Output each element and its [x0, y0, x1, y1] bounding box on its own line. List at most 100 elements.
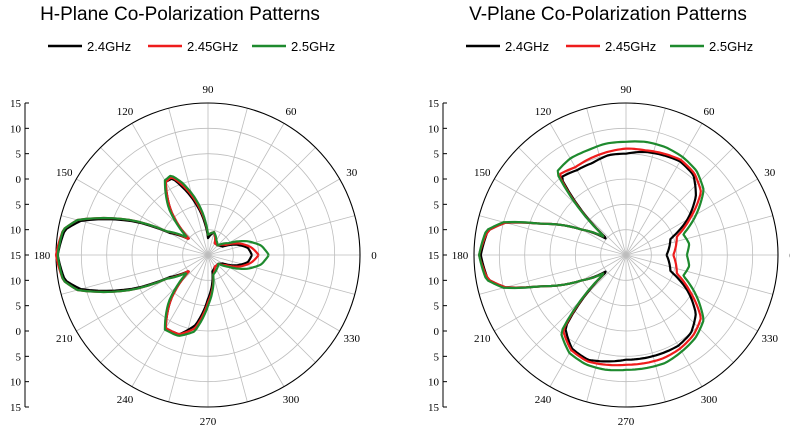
angle-tick-label: 60 [704, 106, 716, 118]
angle-tick-label: 240 [117, 394, 134, 406]
grid-spoke [586, 108, 627, 256]
radial-tick-label: 0 [434, 174, 440, 186]
angle-tick-label: 330 [762, 333, 779, 345]
radial-tick-label: 10 [10, 225, 22, 237]
radial-tick-label: 15 [10, 98, 22, 110]
angle-tick-label: 210 [474, 333, 491, 345]
grid-spoke [586, 254, 627, 402]
outer-ring [473, 102, 779, 408]
angle-tick-label: 0 [371, 250, 377, 262]
legend-label-2.4ghz: 2.4GHz [505, 39, 549, 54]
radial-tick-label: 5 [16, 351, 22, 363]
grid-spoke [494, 254, 627, 332]
legend-label-2.45ghz: 2.45GHz [187, 39, 238, 54]
legend-label-2.4ghz: 2.4GHz [87, 39, 131, 54]
radial-tick-label: 5 [434, 199, 440, 211]
h-plane-title: H-Plane Co-Polarization Patterns [40, 4, 320, 25]
radial-tick-label: 10 [428, 275, 440, 287]
grid-spoke [131, 123, 209, 256]
grid-spoke [61, 254, 209, 295]
radial-tick-label: 0 [16, 174, 22, 186]
angle-tick-label: 30 [764, 167, 776, 179]
radial-tick-label: 0 [16, 326, 22, 338]
angle-tick-label: 180 [34, 250, 51, 262]
grid-spoke [518, 147, 627, 256]
radial-tick-label: 5 [434, 149, 440, 161]
series-line-2.5ghz [56, 174, 270, 337]
series-line-2.45ghz [54, 176, 260, 336]
angle-tick-label: 150 [474, 167, 491, 179]
v-plane-panel: V-Plane Co-Polarization Patterns 2.4GHz … [428, 4, 790, 426]
angle-tick-label: 120 [535, 106, 552, 118]
radial-tick-label: 5 [16, 149, 22, 161]
radial-tick-label: 15 [428, 402, 440, 414]
grid-spoke [625, 123, 703, 256]
series-line-2.5ghz [478, 140, 705, 372]
angle-tick-label: 300 [283, 394, 300, 406]
grid-spoke [207, 254, 285, 387]
radial-tick-label: 5 [16, 301, 22, 313]
radial-tick-label: 10 [10, 377, 22, 389]
legend-label-2.5ghz: 2.5GHz [291, 39, 335, 54]
v-plane-title: V-Plane Co-Polarization Patterns [469, 4, 747, 25]
angle-tick-label: 90 [203, 84, 215, 96]
radial-tick-label: 15 [428, 98, 440, 110]
legend-label-2.45ghz: 2.45GHz [605, 39, 656, 54]
radial-tick-label: 10 [428, 225, 440, 237]
v-plane-polar-plot: 0306090120150180210240270300330151510105… [428, 84, 790, 426]
v-plane-legend: 2.4GHz 2.45GHz 2.5GHz [466, 39, 753, 54]
angle-tick-label: 180 [452, 250, 469, 262]
grid-spoke [625, 215, 773, 256]
grid-spoke [625, 254, 773, 295]
grid-spoke [207, 254, 355, 295]
grid-spoke [168, 254, 209, 402]
radial-tick-label: 5 [434, 351, 440, 363]
radial-tick-label: 10 [428, 377, 440, 389]
grid-spoke [549, 123, 627, 256]
grid-spoke [100, 147, 209, 256]
radial-tick-label: 10 [428, 123, 440, 135]
angle-tick-label: 60 [286, 106, 298, 118]
grid-spoke [207, 108, 248, 256]
grid-spoke [76, 254, 209, 332]
grid-spoke [76, 178, 209, 256]
angle-tick-label: 90 [621, 84, 633, 96]
grid-spoke [61, 215, 209, 256]
grid-spoke [625, 254, 666, 402]
grid-spoke [131, 254, 209, 387]
series-line-2.4ghz [479, 150, 698, 363]
grid-spoke [168, 108, 209, 256]
radial-tick-label: 10 [10, 123, 22, 135]
angle-tick-label: 150 [56, 167, 73, 179]
angle-tick-label: 270 [200, 416, 217, 426]
angle-tick-label: 270 [618, 416, 635, 426]
radial-tick-label: 5 [16, 199, 22, 211]
angle-tick-label: 330 [344, 333, 361, 345]
grid-spoke [625, 108, 666, 256]
grid-spoke [625, 254, 734, 363]
grid-spoke [207, 215, 355, 256]
h-plane-panel: H-Plane Co-Polarization Patterns 2.4GHz … [10, 4, 377, 426]
legend-label-2.5ghz: 2.5GHz [709, 39, 753, 54]
angle-tick-label: 240 [535, 394, 552, 406]
angle-tick-label: 210 [56, 333, 73, 345]
radial-tick-label: 10 [10, 275, 22, 287]
grid-spoke [207, 123, 285, 256]
angle-tick-label: 30 [346, 167, 358, 179]
angle-tick-label: 300 [701, 394, 718, 406]
radial-tick-label: 5 [434, 301, 440, 313]
radial-tick-label: 15 [10, 402, 22, 414]
radial-tick-label: 0 [434, 326, 440, 338]
angle-tick-label: 120 [117, 106, 134, 118]
h-plane-polar-plot: 0306090120150180210240270300330151510105… [10, 84, 377, 426]
radial-tick-label: 15 [10, 250, 22, 262]
grid-spoke [518, 254, 627, 363]
h-plane-legend: 2.4GHz 2.45GHz 2.5GHz [48, 39, 335, 54]
grid-spoke [494, 178, 627, 256]
grid-spoke [549, 254, 627, 387]
radial-tick-label: 15 [428, 250, 440, 262]
grid-spoke [100, 254, 209, 363]
grid-spoke [207, 254, 316, 363]
grid-spoke [207, 147, 316, 256]
